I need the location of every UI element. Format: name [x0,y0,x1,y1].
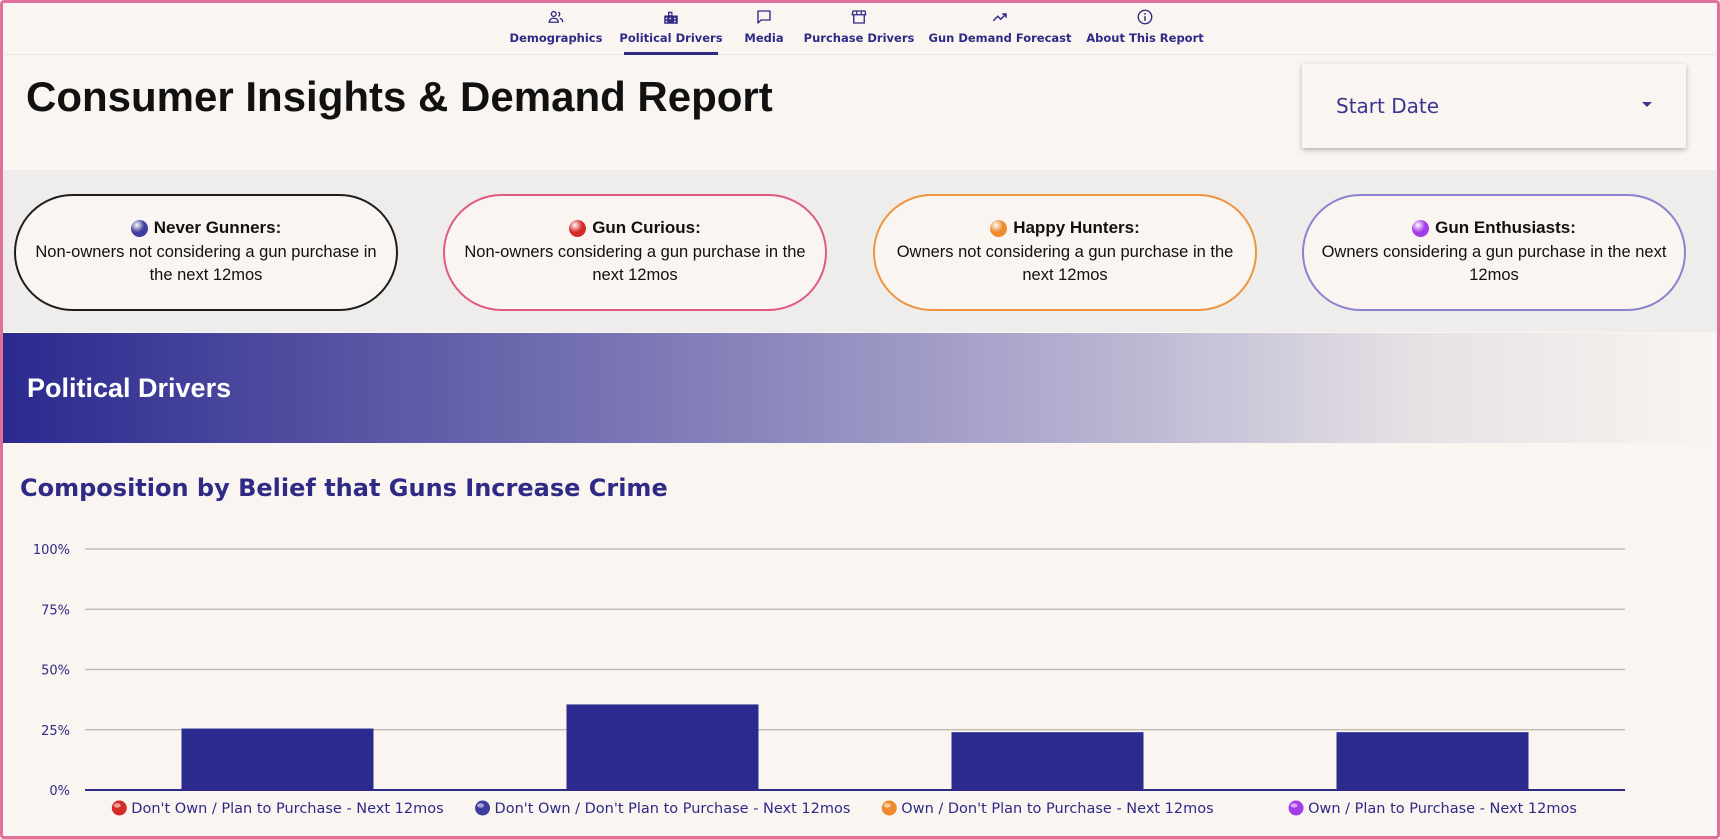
legend-dot-highlight [1290,803,1298,808]
segment-card-never-gunners: Never Gunners: Non-owners not considerin… [14,194,398,311]
x-category-label: Own / Plan to Purchase - Next 12mos [1308,801,1577,817]
legend-dot-highlight [883,803,891,808]
segment-dot-icon [990,219,1008,237]
tab-label: About This Report [1086,31,1204,45]
section-title: Political Drivers [27,372,232,403]
bar [1336,732,1529,790]
x-category-label: Don't Own / Don't Plan to Purchase - Nex… [495,801,851,817]
bar [951,732,1144,790]
segment-card-gun-curious: Gun Curious: Non-owners considering a gu… [443,194,827,311]
tab-gun-demand-forecast[interactable]: Gun Demand Forecast [929,0,1072,55]
segment-card-happy-hunters: Happy Hunters: Owners not considering a … [873,194,1257,311]
y-tick-label: 50% [41,664,70,679]
top-navigation: Demographics Political Drivers Media Pur… [0,0,1720,55]
caret-down-icon [1642,102,1652,107]
segment-name: Never Gunners: [153,218,282,237]
tab-political-drivers[interactable]: Political Drivers [619,0,723,55]
segment-description: Owners not considering a gun purchase in… [896,243,1234,284]
x-category-label: Don't Own / Plan to Purchase - Next 12mo… [131,801,443,817]
building-icon [664,11,678,24]
segment-dot-icon [130,219,148,237]
tab-media[interactable]: Media [742,0,786,55]
tab-label: Media [744,31,784,45]
tab-label: Political Drivers [619,31,723,45]
start-date-dropdown[interactable]: Start Date [1302,64,1686,148]
tab-label: Demographics [509,31,603,45]
segments-band: Never Gunners: Non-owners not considerin… [3,170,1717,332]
segment-description: Non-owners considering a gun purchase in… [464,243,806,284]
storefront-icon [851,10,867,24]
segment-name: Happy Hunters: [1013,218,1140,237]
legend-dot-icon [111,800,127,816]
tab-demographics[interactable]: Demographics [510,0,602,55]
bar [181,728,374,790]
info-icon [1137,9,1153,25]
bar-chart: 0% 25% 50% 75% 100% Don't Own / Plan to Purch… [33,543,1625,817]
x-category-label: Own / Don't Plan to Purchase - Next 12mo… [901,801,1213,817]
page-title: Consumer Insights & Demand Report [26,73,773,120]
people-icon [548,10,564,23]
bar [566,704,759,790]
chat-icon [757,10,771,24]
y-tick-label: 0% [49,784,70,799]
tab-purchase-drivers[interactable]: Purchase Drivers [804,0,914,55]
legend-dot-highlight [113,803,121,808]
segment-dot-icon [1412,219,1430,237]
start-date-label: Start Date [1336,94,1440,118]
chart-title: Composition by Belief that Guns Increase… [20,474,668,502]
segment-dot-icon [569,219,587,237]
segment-name: Gun Curious: [592,218,701,237]
segment-card-gun-enthusiasts: Gun Enthusiasts: Owners considering a gu… [1302,194,1686,311]
section-banner: Political Drivers [3,333,1717,443]
segment-description: Non-owners not considering a gun purchas… [35,243,377,284]
tab-label: Purchase Drivers [803,31,915,45]
y-tick-label: 75% [41,603,70,618]
segment-name: Gun Enthusiasts: [1435,218,1576,237]
tab-label: Gun Demand Forecast [928,31,1072,45]
y-tick-label: 100% [33,543,70,558]
trending-up-icon [992,13,1007,22]
legend-dot-icon [881,800,897,816]
legend-dot-highlight [477,803,485,808]
legend-dot-icon [1288,800,1304,816]
legend-dot-icon [475,800,491,816]
tab-about-this-report[interactable]: About This Report [1086,0,1204,55]
y-tick-label: 25% [41,724,70,739]
segment-description: Owners considering a gun purchase in the… [1321,243,1667,284]
